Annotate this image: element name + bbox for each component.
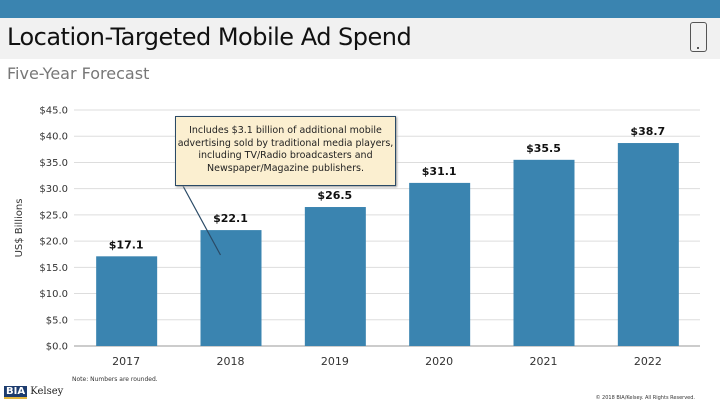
bar-2019	[304, 207, 366, 346]
bar-2022	[617, 143, 679, 346]
mobile-phone-icon	[690, 22, 707, 52]
data-label: $38.7	[630, 125, 665, 138]
y-tick-label: $10.0	[39, 289, 68, 300]
bar-2021	[513, 159, 575, 346]
y-tick-label: $30.0	[39, 184, 68, 195]
x-tick-label: 2021	[530, 355, 558, 368]
x-tick-label: 2022	[634, 355, 662, 368]
y-tick-label: $5.0	[46, 315, 68, 326]
annotation-callout: Includes $3.1 billion of additional mobi…	[175, 116, 396, 186]
header-band	[0, 18, 720, 59]
top-bar	[0, 0, 720, 18]
footnote: Note: Numbers are rounded.	[72, 376, 158, 383]
bar-2020	[409, 182, 471, 346]
y-axis-label: US$ Billions	[14, 199, 25, 258]
x-tick-label: 2019	[321, 355, 349, 368]
copyright: © 2018 BIA/Kelsey. All Rights Reserved.	[595, 395, 695, 401]
y-tick-label: $15.0	[39, 263, 68, 274]
page-title: Location-Targeted Mobile Ad Spend	[7, 23, 412, 51]
x-tick-label: 2017	[112, 355, 140, 368]
x-tick-label: 2020	[425, 355, 453, 368]
y-tick-label: $35.0	[39, 158, 68, 169]
y-tick-label: $25.0	[39, 210, 68, 221]
y-tick-label: $0.0	[46, 342, 68, 353]
callout-pointer	[182, 185, 222, 256]
data-label: $35.5	[526, 142, 561, 155]
bar-2017	[96, 256, 158, 346]
page-subtitle: Five-Year Forecast	[7, 64, 150, 83]
data-label: $31.1	[422, 165, 457, 178]
data-label: $22.1	[213, 212, 248, 225]
bia-kelsey-logo: BIA Kelsey	[4, 386, 64, 399]
bar-2018	[200, 230, 262, 346]
data-label: $17.1	[109, 238, 144, 251]
data-label: $26.5	[317, 189, 352, 202]
x-tick-label: 2018	[217, 355, 245, 368]
y-tick-label: $40.0	[39, 132, 68, 143]
y-tick-label: $45.0	[39, 106, 68, 117]
y-tick-label: $20.0	[39, 237, 68, 248]
